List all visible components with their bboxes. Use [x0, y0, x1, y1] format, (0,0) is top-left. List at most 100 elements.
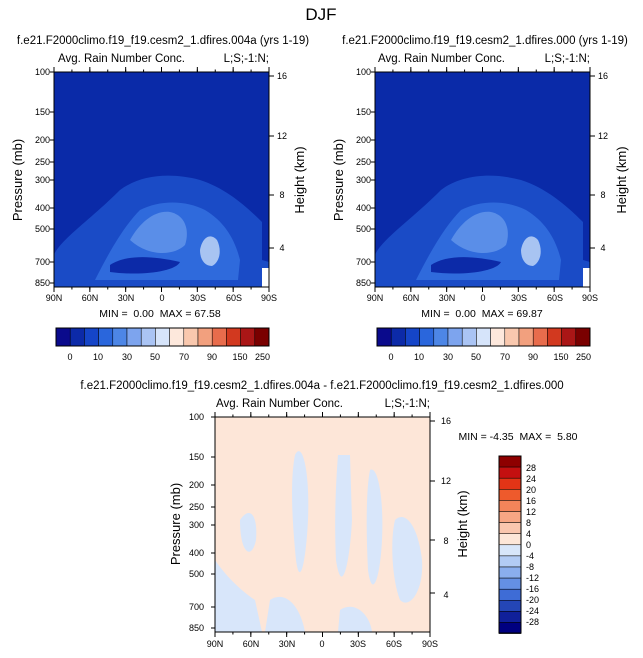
x-tick-label: 0: [159, 293, 164, 303]
y-tick-right-label: 12: [598, 131, 608, 141]
colorbar-label: 50: [150, 352, 160, 362]
panel-diff-ylabel: Pressure (mb): [168, 483, 183, 565]
y-tick-label: 100: [35, 67, 50, 77]
colorbar-swatch: [498, 455, 522, 468]
x-tick-label: 30N: [439, 293, 456, 303]
panel-diff-neg-region: [338, 606, 372, 632]
colorbar-label: 12: [526, 507, 536, 517]
y-tick-label: 850: [189, 623, 204, 633]
y-tick-label: 250: [189, 502, 204, 512]
colorbar-label: -16: [526, 584, 539, 594]
panel-2-title: f.e21.F2000climo.f19_f19.cesm2_1.dfires.…: [342, 35, 628, 47]
colorbar-swatch: [476, 327, 491, 347]
panel-diff-neg-region: [335, 455, 352, 577]
y-tick-label: 700: [35, 257, 50, 267]
panel-2-stats: MIN = 0.00 MAX = 69.87: [421, 308, 543, 320]
colorbar-label: 150: [553, 352, 568, 362]
colorbar-label: -4: [526, 551, 534, 561]
colorbar-swatch: [498, 588, 522, 601]
colorbar-label: 10: [93, 352, 103, 362]
colorbar-frame: [498, 455, 522, 634]
x-tick-label: 0: [480, 293, 485, 303]
panel-diff-neg-region: [265, 596, 305, 632]
colorbar-swatch: [498, 611, 522, 623]
y-tick-label: 200: [35, 135, 50, 145]
panel-diff-colorbar: 28 24 20 16 12 8 4 0 -4 -8 -12 -16 -20 -…: [498, 455, 539, 634]
panel-diff-y-ticks: 100 150 200 250 300 400 500 700 850: [189, 412, 204, 633]
colorbar-swatch: [55, 327, 71, 347]
colorbar-swatch: [183, 327, 199, 347]
panel-2-surface-mask: [583, 268, 590, 287]
colorbar-swatch: [498, 622, 522, 634]
colorbar-swatch: [226, 327, 241, 347]
colorbar-swatch: [405, 327, 420, 347]
panel-1-subtitle-right: L;S;-1:N;: [224, 53, 269, 65]
panel-diff-x-ticks: 90N 60N 30N 0 30S 60S 90S: [207, 639, 438, 649]
y-tick-label: 300: [35, 175, 50, 185]
y-tick-label: 850: [356, 278, 371, 288]
x-tick-label: 30N: [118, 293, 135, 303]
colorbar-swatch: [561, 327, 577, 347]
panel-diff: f.e21.F2000climo.f19_f19.cesm2_1.dfires.…: [80, 380, 577, 649]
panel-2-colorbar: 0 10 30 50 70 90 150 250: [376, 327, 591, 362]
panel-1-contour-core: [130, 211, 187, 254]
colorbar-swatch: [498, 544, 522, 557]
panel-2-contour-peak: [521, 236, 541, 266]
y-tick-label: 400: [356, 203, 371, 213]
colorbar-swatch: [498, 577, 522, 590]
y-tick-right-label: 4: [443, 590, 448, 600]
colorbar-swatch: [498, 466, 522, 479]
y-tick-label: 700: [356, 257, 371, 267]
colorbar-label: 250: [255, 352, 270, 362]
panel-1-contour-low: [110, 257, 180, 274]
tick-marks: [50, 67, 595, 637]
colorbar-swatch: [390, 327, 406, 347]
colorbar-swatch: [211, 327, 227, 347]
y-tick-right-label: 4: [600, 243, 605, 253]
colorbar-swatch: [433, 327, 449, 347]
panel-1-ylabel-right: Height (km): [292, 146, 307, 213]
panel-2-plot-area: [374, 71, 591, 288]
y-tick-label: 500: [35, 224, 50, 234]
panel-diff-neg-region: [215, 560, 262, 632]
x-tick-label: 30S: [511, 293, 527, 303]
colorbar-label: -20: [526, 595, 539, 605]
x-tick-label: 60S: [386, 639, 402, 649]
x-tick-label: 30S: [350, 639, 366, 649]
colorbar-swatch: [69, 327, 85, 347]
y-tick-label: 250: [35, 157, 50, 167]
y-tick-label: 150: [356, 107, 371, 117]
colorbar-swatch: [547, 327, 562, 347]
colorbar-swatch: [532, 327, 548, 347]
x-tick-label: 60S: [547, 293, 563, 303]
colorbar-swatch: [498, 500, 522, 512]
y-tick-right-label: 16: [277, 71, 287, 81]
y-tick-label: 700: [189, 602, 204, 612]
y-tick-label: 850: [35, 278, 50, 288]
panel-diff-title: f.e21.F2000climo.f19_f19.cesm2_1.dfires.…: [80, 380, 563, 392]
colorbar-label: 10: [414, 352, 424, 362]
panel-diff-y-ticks-right: 16 12 8 4: [441, 416, 451, 600]
panel-2-x-ticks: 90N 60N 30N 0 30S 60S 90S: [367, 293, 598, 303]
colorbar-swatch: [240, 327, 256, 347]
colorbar-swatch: [498, 477, 522, 490]
colorbar-swatch: [447, 327, 463, 347]
colorbar-frame: [55, 327, 270, 347]
y-tick-right-label: 8: [443, 536, 448, 546]
colorbar-label: 70: [179, 352, 189, 362]
panel-2-y-ticks: 100 150 200 250 300 400 500 700 850: [356, 67, 371, 288]
y-tick-right-label: 8: [600, 190, 605, 200]
colorbar-swatch: [504, 327, 520, 347]
panel-1: f.e21.F2000climo.f19_f19.cesm2_1.dfires.…: [10, 35, 309, 362]
y-tick-label: 500: [189, 569, 204, 579]
colorbar-label: 50: [471, 352, 481, 362]
colorbar-frame: [376, 327, 591, 347]
y-tick-right-label: 16: [598, 71, 608, 81]
colorbar-swatch: [376, 327, 392, 347]
colorbar-label: 150: [232, 352, 247, 362]
panel-1-plot-area: [53, 71, 270, 288]
x-tick-label: 90S: [261, 293, 277, 303]
y-tick-label: 200: [189, 480, 204, 490]
panel-diff-neg-region: [366, 469, 383, 585]
